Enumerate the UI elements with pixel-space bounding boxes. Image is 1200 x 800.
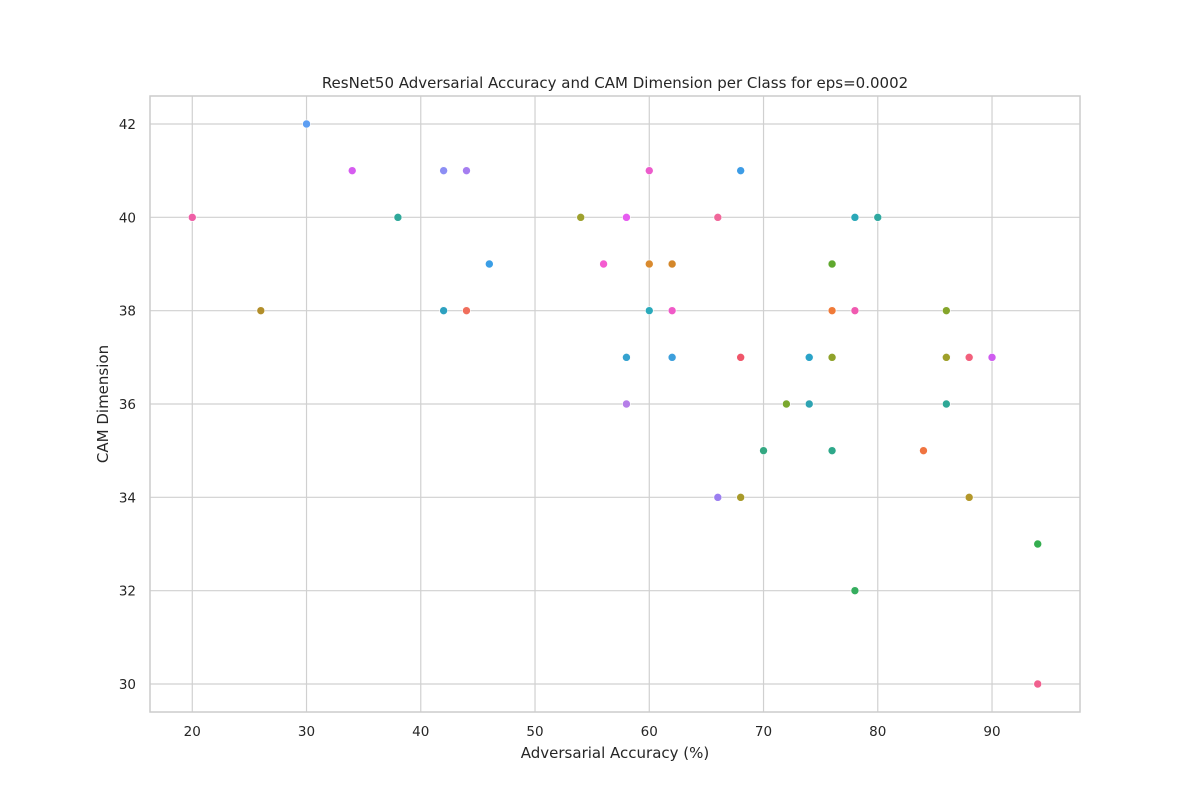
y-tick-label: 40 xyxy=(119,210,136,226)
data-point xyxy=(827,446,837,455)
data-point xyxy=(462,166,471,175)
data-point xyxy=(827,306,837,315)
data-point xyxy=(713,213,723,222)
x-tick-labels: 20 30 40 50 60 70 80 90 xyxy=(184,724,1001,740)
x-tick-label: 80 xyxy=(869,724,886,740)
data-point xyxy=(987,353,997,362)
y-tick-label: 36 xyxy=(119,397,136,413)
data-point xyxy=(713,493,723,502)
data-point xyxy=(485,259,494,269)
x-tick-label: 90 xyxy=(983,724,1000,740)
data-point xyxy=(439,306,448,315)
data-point xyxy=(576,213,586,222)
data-point xyxy=(850,306,860,315)
data-point xyxy=(873,213,883,222)
data-point xyxy=(393,213,403,222)
y-tick-label: 30 xyxy=(119,677,136,693)
data-point xyxy=(667,306,677,315)
data-point xyxy=(964,353,974,362)
x-tick-label: 40 xyxy=(412,724,429,740)
data-point xyxy=(942,353,951,362)
data-point xyxy=(964,493,974,502)
data-point xyxy=(850,586,860,595)
x-tick-label: 50 xyxy=(526,724,543,740)
data-point xyxy=(736,493,745,502)
data-point xyxy=(942,306,951,315)
data-points xyxy=(187,119,1043,689)
data-point xyxy=(187,213,197,222)
x-tick-label: 70 xyxy=(755,724,772,740)
data-point xyxy=(759,446,768,455)
data-point xyxy=(667,353,677,362)
data-point xyxy=(622,399,631,409)
data-point xyxy=(736,166,745,175)
data-point xyxy=(256,306,266,315)
x-tick-label: 30 xyxy=(298,724,315,740)
data-point xyxy=(850,213,860,222)
data-point xyxy=(942,399,951,409)
data-point xyxy=(462,306,471,315)
x-axis-label: Adversarial Accuracy (%) xyxy=(521,744,709,762)
y-tick-label: 38 xyxy=(119,304,136,320)
data-point xyxy=(1033,679,1043,689)
y-tick-label: 34 xyxy=(119,490,136,506)
data-point xyxy=(599,259,608,269)
data-point xyxy=(347,166,357,175)
y-axis-label: CAM Dimension xyxy=(94,345,112,463)
data-point xyxy=(667,259,677,269)
y-tick-labels: 30 32 34 36 38 40 42 xyxy=(119,117,136,693)
data-point xyxy=(622,353,631,362)
data-point xyxy=(644,166,654,175)
data-point xyxy=(622,213,631,222)
data-point xyxy=(736,353,745,362)
data-point xyxy=(827,259,837,269)
x-tick-label: 20 xyxy=(184,724,201,740)
y-tick-label: 42 xyxy=(119,117,136,133)
data-point xyxy=(804,399,814,409)
data-point xyxy=(919,446,928,455)
data-point xyxy=(1033,539,1043,549)
data-point xyxy=(439,166,448,175)
x-tick-label: 60 xyxy=(641,724,658,740)
data-point xyxy=(804,353,814,362)
data-point xyxy=(827,353,837,362)
chart-title: ResNet50 Adversarial Accuracy and CAM Di… xyxy=(322,74,908,92)
data-point xyxy=(644,306,654,315)
plot-frame xyxy=(149,95,1081,713)
data-point xyxy=(302,119,311,129)
grid-lines xyxy=(150,96,1080,712)
y-tick-label: 32 xyxy=(119,584,136,600)
data-point xyxy=(644,259,654,269)
data-point xyxy=(782,399,791,409)
